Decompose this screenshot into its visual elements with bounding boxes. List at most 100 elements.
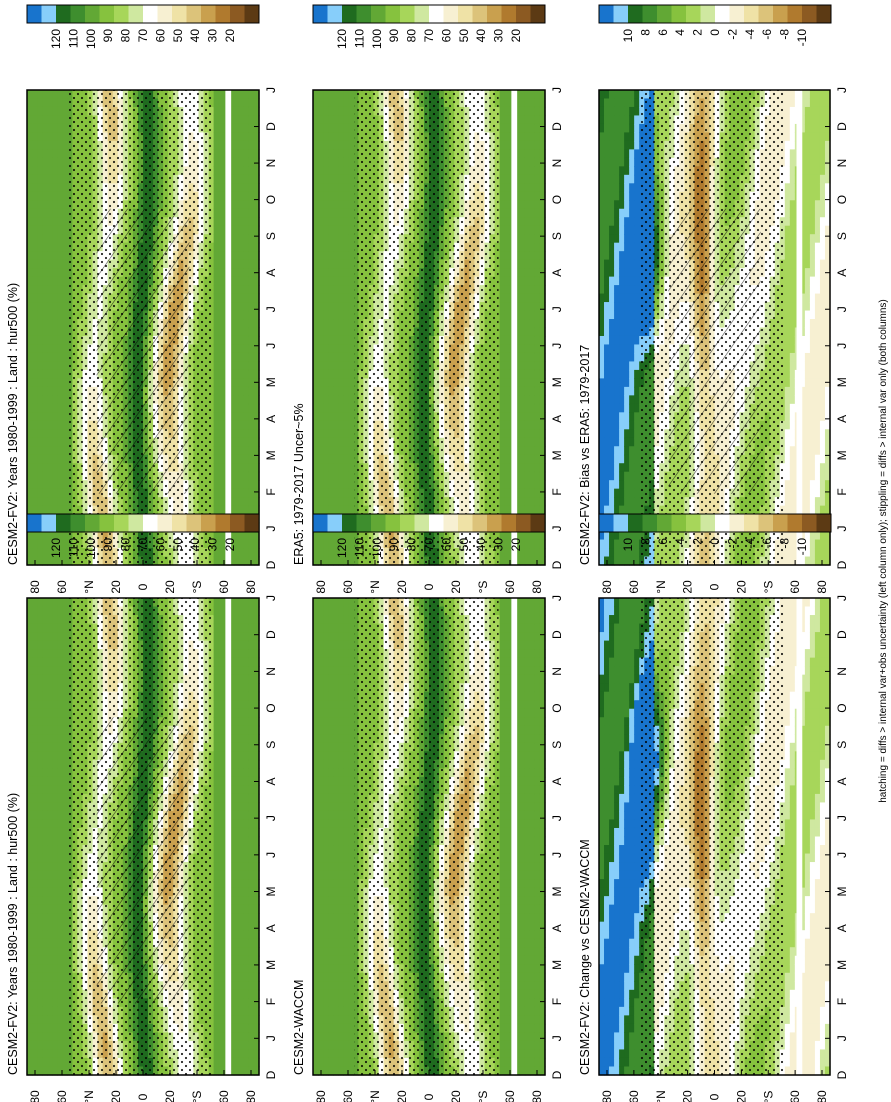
heatmap-cell (233, 310, 240, 320)
heatmap-cell (218, 446, 225, 456)
heatmap-cell (62, 1040, 68, 1051)
heatmap-cell (47, 1023, 53, 1034)
heatmap-cell (57, 1032, 63, 1042)
heatmap-cell (37, 768, 43, 778)
heatmap-cell (42, 132, 48, 142)
heatmap-cell (42, 947, 48, 957)
heatmap-cell (243, 539, 250, 549)
heatmap-cell (57, 395, 63, 405)
heatmap-cell (228, 395, 235, 405)
heatmap-cell (213, 1057, 220, 1068)
heatmap-cell (233, 700, 240, 710)
heatmap-cell (218, 531, 225, 541)
heatmap-cell (52, 115, 58, 125)
heatmap-cell (32, 810, 38, 821)
heatmap-cell (27, 302, 33, 312)
heatmap-cell (32, 981, 38, 991)
heatmap-cell (42, 640, 48, 650)
heatmap-cell (57, 531, 63, 541)
heatmap-cell (57, 488, 63, 498)
heatmap-cell (218, 674, 225, 684)
month-tick-label: J (264, 306, 278, 312)
heatmap-cell (213, 930, 220, 940)
heatmap-cell (62, 836, 68, 846)
heatmap-cell (253, 412, 260, 422)
heatmap-cell (52, 708, 58, 718)
heatmap-cell (218, 98, 225, 108)
heatmap-cell (37, 556, 43, 566)
heatmap-cell (57, 548, 63, 558)
heatmap-cell (52, 819, 58, 829)
heatmap-cell (32, 904, 38, 914)
heatmap-cell (213, 683, 220, 693)
heatmap-cell (42, 691, 48, 701)
heatmap-cell (47, 606, 53, 616)
heatmap-cell (57, 539, 63, 549)
heatmap-cell (213, 157, 220, 167)
heatmap-cell (37, 827, 43, 838)
heatmap-cell (238, 225, 245, 235)
heatmap-cell (218, 149, 225, 159)
heatmap-cell (62, 208, 68, 218)
heatmap-cell (243, 420, 250, 430)
heatmap-cell (57, 437, 63, 447)
heatmap-cell (248, 327, 255, 337)
heatmap-cell (52, 921, 58, 931)
heatmap-cell (42, 1032, 48, 1042)
heatmap-cell (47, 623, 53, 633)
heatmap-cell (27, 691, 33, 701)
heatmap-cell (218, 497, 225, 507)
heatmap-cell (62, 1023, 68, 1034)
heatmap-cell (253, 115, 260, 125)
heatmap-cell (52, 463, 58, 473)
heatmap-cell (62, 938, 68, 948)
heatmap-cell (233, 505, 240, 515)
heatmap-cell (47, 293, 53, 303)
heatmap-cell (32, 708, 38, 718)
heatmap-cell (27, 497, 33, 507)
heatmap-cell (52, 904, 58, 914)
heatmap-cell (32, 1023, 38, 1034)
heatmap-cell (27, 989, 33, 999)
heatmap-cell (27, 827, 33, 838)
heatmap-cell (37, 615, 43, 625)
heatmap-cell (47, 276, 53, 286)
heatmap-cell (218, 1032, 225, 1042)
heatmap-cell (27, 548, 33, 558)
heatmap-cell (37, 429, 43, 439)
heatmap-cell (32, 1057, 38, 1068)
heatmap-cell (42, 981, 48, 991)
heatmap-cell (57, 827, 63, 838)
heatmap-cell (37, 598, 43, 608)
heatmap-cell (228, 378, 235, 388)
heatmap-cell (62, 242, 68, 252)
heatmap-cell (37, 759, 43, 769)
heatmap-cell (52, 183, 58, 193)
heatmap-cell (62, 666, 68, 676)
heatmap-cell (213, 1015, 220, 1025)
heatmap-cell (62, 649, 68, 659)
heatmap-cell (62, 480, 68, 490)
heatmap-cell (42, 1023, 48, 1034)
heatmap-cell (47, 819, 53, 829)
heatmap-cell (42, 234, 48, 244)
heatmap-cell (32, 819, 38, 829)
heatmap-cell (47, 649, 53, 659)
heatmap-cell (37, 505, 43, 515)
heatmap-cell (27, 437, 33, 447)
heatmap-cell (42, 98, 48, 108)
heatmap-cell (47, 548, 53, 558)
heatmap-cell (27, 310, 33, 320)
heatmap-cell (243, 132, 250, 142)
heatmap-cell (52, 870, 58, 880)
heatmap-cell (248, 123, 255, 134)
heatmap-cell (32, 132, 38, 142)
heatmap-cell (57, 785, 63, 795)
heatmap-cell (213, 234, 220, 244)
heatmap-cell (238, 454, 245, 464)
heatmap-cell (37, 335, 43, 346)
heatmap-cell (32, 115, 38, 125)
heatmap-cell (57, 140, 63, 150)
heatmap-cell (238, 217, 245, 227)
